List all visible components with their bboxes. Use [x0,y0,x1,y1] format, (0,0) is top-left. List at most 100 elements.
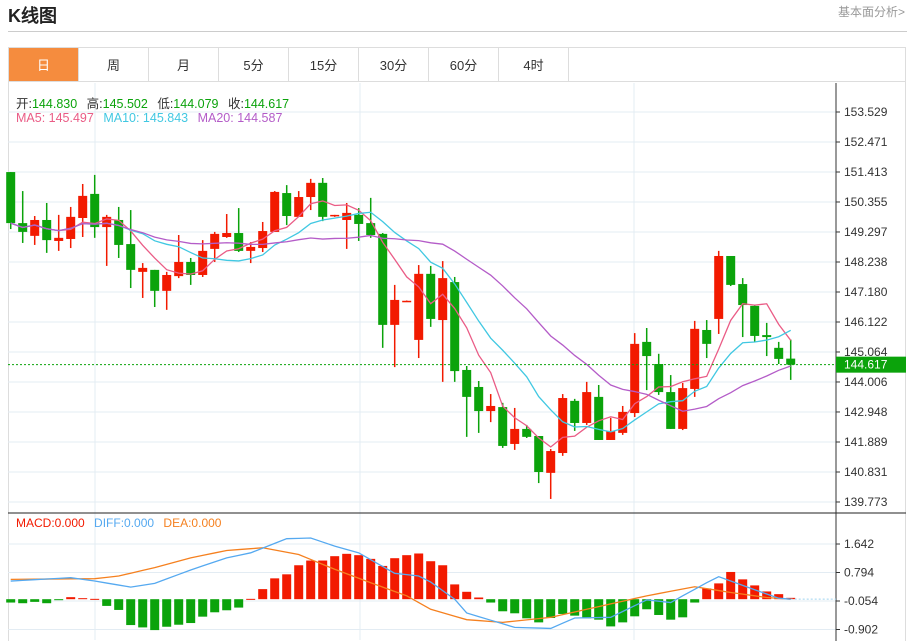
macd-tick-label: -0.054 [844,594,878,608]
candle-body [138,267,148,272]
candle [726,255,736,287]
candle [654,353,664,395]
macd-bar [714,583,724,600]
price-tick-label: 150.355 [844,195,888,209]
tab-30min[interactable]: 30分 [359,48,429,81]
candle-body [186,261,196,275]
candle [282,185,292,226]
ma10-legend: MA10: 145.843 [103,111,189,125]
candle-body [126,244,136,270]
candle [318,178,328,222]
macd-bar [162,599,172,627]
candle [714,250,724,334]
candle [690,320,700,397]
candle-body [534,436,544,473]
candle [294,191,304,217]
candle [534,436,544,484]
open-label: 开: [16,97,32,111]
macd-bar [630,599,640,617]
price-tick-label: 142.948 [844,405,888,419]
candle [342,202,352,249]
candle-body [402,300,412,303]
candle-body [678,388,688,429]
macd-bar [42,599,52,604]
macd-bar [198,599,208,617]
tab-5min[interactable]: 5分 [219,48,289,81]
tab-60min[interactable]: 60分 [429,48,499,81]
macd-bar [318,560,328,600]
candle [498,402,508,448]
fundamental-analysis-link[interactable]: 基本面分析> [837,5,905,19]
macd-bar [678,599,688,618]
price-tick-label: 147.180 [844,285,888,299]
low-label: 低: [157,97,174,111]
macd-bar [498,599,508,612]
candle-body [174,261,184,277]
price-tick-label: 148.238 [844,255,888,269]
macd-bar [66,597,76,600]
candle-body [354,214,364,224]
macd-bar [750,585,760,600]
candle-body [738,284,748,306]
candle-body [558,398,568,454]
candle-body [426,273,436,319]
candle [330,214,340,217]
macd-bar [210,599,220,613]
tab-15min[interactable]: 15分 [289,48,359,81]
macd-bar [402,555,412,600]
candle-body [486,405,496,412]
candle [78,183,88,237]
ma20-line [10,222,791,412]
candle [642,327,652,391]
tab-day[interactable]: 日 [9,48,79,81]
ma5-legend: MA5: 145.497 [16,111,94,125]
candle-body [774,347,784,359]
macd-bar [18,599,28,604]
macd-bar [6,599,16,603]
macd-bar [234,599,244,608]
candle-body [786,358,796,365]
macd-bar [594,599,604,620]
candle [18,191,28,243]
macd-bar [366,558,376,600]
candle-body [762,335,772,338]
macd-tick-label: 1.642 [844,537,874,551]
macd-bar [354,555,364,600]
price-tick-label: 149.297 [844,225,888,239]
macd-bar [774,594,784,600]
candle [102,214,112,266]
candle-body [462,369,472,397]
candle-body [714,255,724,319]
price-tick-label: 153.529 [844,105,888,119]
macd-bar [522,599,532,619]
close-value: 144.617 [243,97,290,111]
tab-week[interactable]: 周 [79,48,149,81]
candle [366,197,376,238]
macd-bar [738,579,748,600]
macd-bar [486,599,496,603]
macd-bar [246,598,256,600]
candle [54,214,64,251]
candle-body [282,193,292,217]
macd-bar [342,553,352,600]
macd-bar [54,599,64,601]
ma20-legend: MA20: 144.587 [197,111,283,125]
macd-value: MACD:0.000 [16,516,85,530]
candle-body [474,386,484,412]
candle [702,320,712,359]
divider [8,31,907,32]
candle-body [294,197,304,217]
macd-bar [138,599,148,628]
candle [30,216,40,245]
open-value: 144.830 [31,97,78,111]
candle [90,174,100,238]
tab-4hour[interactable]: 4时 [499,48,569,81]
candle [570,398,580,431]
macd-bar [666,599,676,620]
tab-month[interactable]: 月 [149,48,219,81]
price-tick-label: 139.773 [844,495,888,509]
candle [150,269,160,308]
candle-body [42,219,52,241]
candle [138,263,148,298]
